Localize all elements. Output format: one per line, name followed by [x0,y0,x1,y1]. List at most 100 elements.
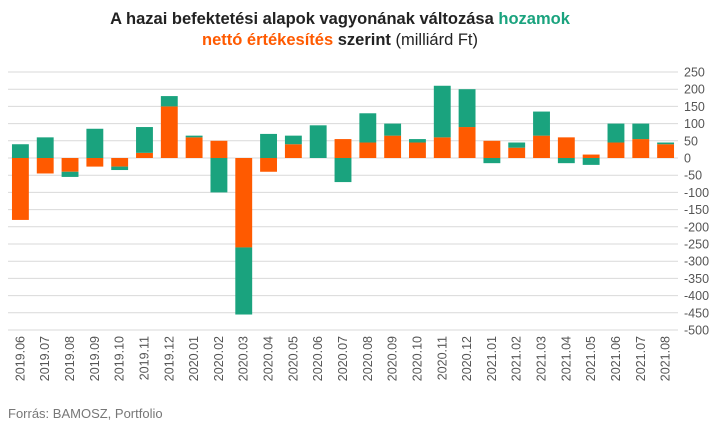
x-tick-label: 2021.07 [634,336,648,381]
x-tick-label: 2020.08 [361,336,375,381]
bar-hozamok-2021.06 [607,123,625,143]
bar-hozamok-2020.09 [384,123,402,136]
title-text-2: szerint [337,31,391,49]
bar-hozamok-2021.08 [657,142,675,145]
bar-hozamok-2019.12 [160,96,178,107]
bar-netto_ertekesites-2019.08 [61,158,79,172]
bar-hozamok-2020.11 [433,85,451,138]
bar-hozamok-2020.07 [334,158,352,183]
bar-hozamok-2020.06 [309,125,327,158]
bar-netto_ertekesites-2020.08 [359,142,377,158]
bar-hozamok-2020.10 [409,139,426,143]
bar-netto_ertekesites-2019.07 [36,158,54,174]
bar-netto_ertekesites-2020.09 [384,135,402,158]
bar-hozamok-2020.01 [185,135,203,138]
y-tick-label: -400 [684,289,709,303]
bar-netto_ertekesites-2019.12 [160,106,178,158]
title-text-1: A hazai befektetési alapok vagyonának vá… [110,10,494,28]
y-tick-label: 200 [684,83,705,97]
y-axis-ticks: 250 200 150 100 50 0 -50 -100 -150 -200 -250 -300 -3… [684,66,709,338]
source-note: Forrás: BAMOSZ, Portfolio [8,406,163,421]
bar-hozamok-2019.08 [61,171,79,177]
grid-lines [8,71,678,331]
x-axis-ticks: 2019.06 2019.07 2019.08 2019.09 2019.10 2019.… [13,336,672,381]
bar-netto_ertekesites-2021.06 [607,142,625,158]
bar-netto_ertekesites-2020.04 [260,158,277,172]
bar-netto_ertekesites-2019.11 [136,152,153,158]
x-tick-label: 2021.01 [485,336,499,381]
x-tick-label: 2021.03 [535,336,549,381]
bar-netto_ertekesites-2020.11 [433,137,451,158]
x-tick-label: 2020.12 [460,336,474,381]
bar-netto_ertekesites-2021.08 [657,144,675,158]
y-tick-label: 150 [684,100,705,114]
y-tick-label: 0 [684,152,691,166]
bar-netto_ertekesites-2020.02 [210,140,228,158]
bar-netto_ertekesites-2020.05 [284,144,302,158]
y-tick-label: -100 [684,186,709,200]
bar-netto_ertekesites-2021.03 [533,135,550,158]
bar-hozamok-2020.12 [458,89,476,128]
x-tick-label: 2019.12 [162,336,176,381]
bar-netto_ertekesites-2021.04 [557,137,575,158]
x-tick-label: 2020.07 [336,336,350,381]
x-tick-label: 2020.01 [187,336,201,381]
title-unit: (milliárd Ft) [395,31,479,49]
bar-hozamok-2020.05 [284,135,302,145]
bar-hozamok-2021.05 [582,158,600,165]
x-tick-label: 2020.11 [435,336,449,380]
bar-hozamok-2021.02 [508,142,526,148]
x-tick-label: 2020.06 [311,336,325,381]
bar-netto_ertekesites-2021.02 [508,147,526,158]
x-tick-label: 2019.06 [13,336,27,381]
x-tick-label: 2021.08 [659,336,673,381]
bar-netto_ertekesites-2021.05 [582,154,600,158]
x-tick-label: 2020.10 [410,336,424,381]
y-tick-label: -150 [684,203,709,217]
x-tick-label: 2019.10 [113,336,127,381]
bar-netto_ertekesites-2019.06 [11,158,29,220]
bar-hozamok-2021.01 [483,158,501,164]
chart-title-line-2: nettó értékesítés szerint (milliárd Ft) [0,30,680,51]
y-tick-label: -450 [684,306,709,320]
x-tick-label: 2019.09 [88,336,102,381]
bar-netto_ertekesites-2020.03 [235,158,253,248]
x-tick-label: 2020.03 [237,336,251,381]
bar-netto_ertekesites-2021.07 [632,139,650,158]
bar-netto_ertekesites-2019.09 [86,158,104,167]
y-tick-label: -500 [684,324,709,338]
x-tick-label: 2019.08 [63,336,77,381]
y-tick-label: -350 [684,272,709,286]
y-tick-label: 250 [684,66,705,80]
y-tick-label: 50 [684,134,698,148]
x-tick-label: 2020.09 [386,336,400,381]
bar-hozamok-2019.10 [111,166,129,171]
x-tick-label: 2021.04 [559,336,573,381]
bar-hozamok-2021.03 [533,111,550,136]
x-tick-label: 2021.02 [510,336,524,381]
x-tick-label: 2019.11 [137,336,151,380]
y-tick-label: -300 [684,255,709,269]
bar-hozamok-2019.11 [136,127,153,153]
x-tick-label: 2020.04 [262,336,276,381]
bar-netto_ertekesites-2020.07 [334,139,352,158]
chart-title-line-1: A hazai befektetési alapok vagyonának vá… [0,9,680,30]
bar-hozamok-2019.06 [11,144,29,158]
bar-netto_ertekesites-2020.12 [458,127,476,158]
x-tick-label: 2021.05 [584,336,598,381]
title-netto-ertekesites: nettó értékesítés [201,31,334,49]
x-tick-label: 2021.06 [609,336,623,381]
bars [11,85,675,315]
bar-netto_ertekesites-2020.01 [185,137,203,158]
y-tick-label: 100 [684,117,705,131]
y-tick-label: -200 [684,220,709,234]
bar-hozamok-2019.09 [86,128,104,158]
bar-hozamok-2021.04 [557,158,575,164]
x-tick-label: 2020.05 [286,336,300,381]
bar-hozamok-2019.07 [36,137,54,158]
y-tick-label: -250 [684,238,709,252]
x-tick-label: 2019.07 [38,336,52,381]
y-tick-label: -50 [684,169,702,183]
x-tick-label: 2020.02 [212,336,226,381]
